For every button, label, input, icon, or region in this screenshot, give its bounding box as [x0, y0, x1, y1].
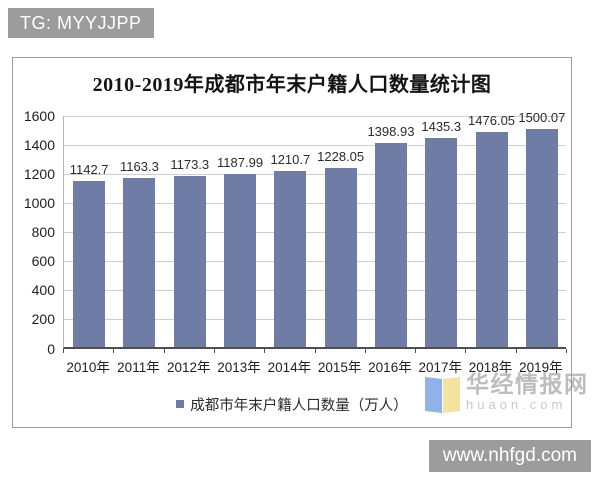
bar — [324, 168, 357, 347]
y-axis-tick-label: 1000 — [23, 194, 55, 211]
x-axis-tick-label: 2012年 — [166, 360, 211, 375]
top-watermark-tag: TG: MYYJJPP — [8, 8, 154, 38]
bottom-watermark-tag: www.nhfgd.com — [428, 440, 591, 472]
legend-marker-swatch — [176, 400, 185, 408]
x-axis-tick — [364, 349, 366, 353]
x-axis-tick — [264, 349, 266, 353]
gridline — [64, 232, 566, 233]
bar-value-label: 1173.3 — [170, 157, 210, 173]
legend-label: 成都市年末户籍人口数量（万人） — [190, 397, 408, 414]
bar-value-label: 1228.05 — [317, 149, 365, 165]
y-axis-tick-label: 600 — [31, 253, 55, 270]
x-axis-tick-label: 2018年 — [468, 360, 513, 375]
y-axis-tick-label: 400 — [31, 282, 55, 299]
bar-value-label: 1187.99 — [217, 155, 264, 170]
bar — [274, 170, 307, 347]
x-axis-tick-label: 2016年 — [368, 360, 412, 375]
bar-value-label: 1163.3 — [120, 158, 159, 174]
bar-value-label: 1476.05 — [468, 113, 516, 129]
bar — [123, 177, 156, 347]
bar — [374, 143, 407, 347]
bar — [475, 132, 508, 347]
y-axis-tick-label: 800 — [31, 224, 55, 240]
gridline — [64, 261, 566, 263]
x-axis-tick-label: 2014年 — [267, 360, 312, 375]
y-axis-tick-label: 1600 — [23, 107, 55, 124]
y-axis-tick-label: 200 — [31, 311, 55, 328]
bar-value-label: 1435.3 — [421, 119, 462, 134]
x-axis-tick — [113, 349, 115, 353]
bar — [173, 176, 206, 347]
x-axis-tick — [515, 349, 517, 353]
gridline — [64, 144, 566, 146]
gridline — [64, 319, 566, 321]
x-axis-tick-label: 2013年 — [217, 360, 261, 375]
plot-area: 1142.7 1163.3 1173.3 1187.99 1210.7 1228.05 13… — [63, 110, 566, 349]
x-axis-tick — [314, 349, 316, 353]
bar — [224, 174, 257, 347]
x-axis-tick — [415, 349, 417, 353]
bar-value-label: 1398.93 — [367, 124, 415, 140]
chart-title: 2010-2019年成都市年末户籍人口数量统计图 — [92, 74, 492, 96]
x-axis-tick — [63, 349, 64, 353]
x-axis-tick-label: 2019年 — [519, 360, 563, 375]
gridline — [64, 290, 566, 292]
legend: 成都市年末户籍人口数量（万人） — [13, 394, 571, 414]
x-axis-tick — [163, 349, 165, 353]
bar-value-label: 1210.7 — [270, 151, 311, 167]
gridline — [64, 115, 566, 117]
y-axis-tick-label: 1200 — [23, 165, 55, 182]
bar — [73, 180, 106, 347]
x-axis-tick-label: 2011年 — [117, 360, 160, 375]
gridline — [64, 173, 566, 175]
chart-panel: 2010-2019年成都市年末户籍人口数量统计图 1142.7 1163.3 117… — [12, 57, 587, 428]
bar-value-label: 1500.07 — [518, 109, 566, 125]
y-axis-tick-label: 1400 — [23, 136, 55, 153]
x-axis-tick-label: 2015年 — [317, 360, 362, 375]
x-axis-tick-label: 2010年 — [66, 360, 110, 375]
bar — [425, 138, 458, 347]
bar — [525, 128, 558, 347]
bar-value-label: 1142.7 — [69, 161, 109, 177]
gridline — [64, 202, 566, 204]
x-axis-tick — [465, 349, 467, 353]
x-axis-tick-label: 2017年 — [418, 360, 463, 375]
y-axis-tick-label: 0 — [47, 340, 55, 357]
x-axis-tick — [566, 349, 567, 353]
x-axis-tick — [213, 349, 215, 353]
